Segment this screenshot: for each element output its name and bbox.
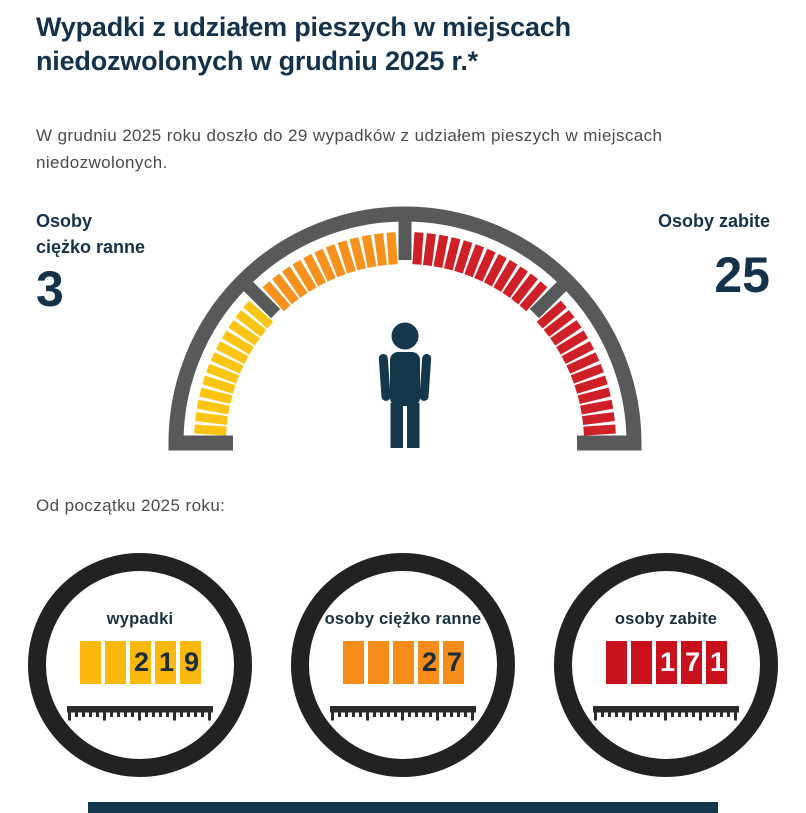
odometer-cell: 1 (655, 640, 677, 684)
killed-label: Osoby zabite (657, 211, 770, 231)
ruler-icon (330, 705, 476, 720)
odometer-cell (630, 640, 652, 684)
counter-label: wypadki (106, 609, 174, 628)
pedestrian-icon (378, 322, 432, 448)
subtitle-line: niedozwolonych. (36, 153, 168, 172)
odometer-cell: 2 (417, 640, 439, 684)
page-title: Wypadki z udziałem pieszych w miejscach n… (36, 10, 571, 78)
counter-label: osoby zabite (614, 609, 718, 628)
gauge-section-killed-inner (412, 232, 548, 312)
odometer-cell: 2 (129, 640, 151, 684)
odometer-cell: 9 (179, 640, 201, 684)
page-title-line: niedozwolonych w grudniu 2025 r.* (36, 46, 478, 76)
subtitle: W grudniu 2025 roku doszło do 29 wypadkó… (36, 122, 662, 176)
ytd-heading: Od początku 2025 roku: (36, 496, 226, 515)
seriously-injured-label-line: ciężko ranne (36, 237, 146, 257)
odometer-cell (342, 640, 364, 684)
killed-value: 25 (714, 247, 770, 303)
odometer-cell: 1 (154, 640, 176, 684)
odometer-cell: 1 (705, 640, 727, 684)
gauge-section-injured-inner (262, 232, 398, 312)
counter-label: osoby ciężko ranne (324, 609, 482, 628)
gauge-divider (529, 271, 577, 319)
seriously-injured-label: Osoby ciężko ranne (36, 208, 145, 260)
odometer-cell (392, 640, 414, 684)
odometer-cell (605, 640, 627, 684)
ruler-icon (67, 705, 213, 720)
odometer-cell: 7 (680, 640, 702, 684)
seriously-injured-label-line: Osoby (36, 211, 93, 231)
ruler-icon (593, 705, 739, 720)
gauge-section-killed-outer (536, 300, 616, 436)
subtitle-line: W grudniu 2025 roku doszło do 29 wypadkó… (36, 126, 663, 145)
odometer-cell (367, 640, 389, 684)
seriously-injured-value: 3 (36, 261, 64, 317)
gauge-dial (168, 206, 642, 451)
gauge-divider (233, 271, 281, 319)
odometer-cell (79, 640, 101, 684)
footer-bar (88, 802, 718, 813)
odometer-cell (104, 640, 126, 684)
page-title-line: Wypadki z udziałem pieszych w miejscach (36, 12, 571, 42)
odometer-cell: 7 (442, 640, 464, 684)
gauge-area: Osoby ciężko ranne 3 Osoby zabite 25 (0, 198, 806, 458)
gauge-section-injured-outer (194, 300, 274, 436)
